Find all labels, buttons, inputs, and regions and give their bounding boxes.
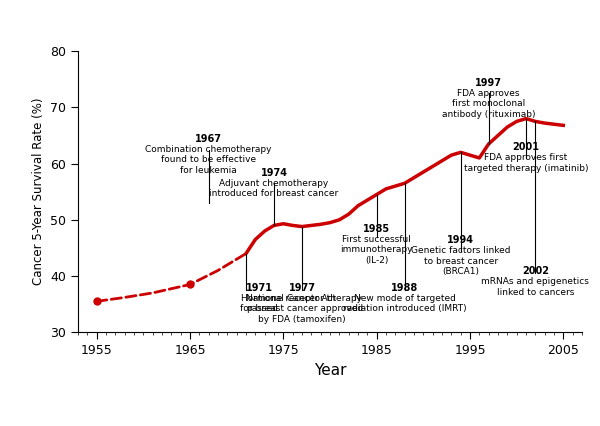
Text: 2002: 2002 <box>522 266 549 276</box>
Text: Genetic factors linked
to breast cancer
(BRCA1): Genetic factors linked to breast cancer … <box>411 246 511 276</box>
Text: 1971: 1971 <box>246 283 273 293</box>
Text: 1997: 1997 <box>475 78 502 88</box>
Text: 1985: 1985 <box>363 224 390 234</box>
Text: 1988: 1988 <box>391 283 418 293</box>
Text: First successful
immunotherapy
(IL-2): First successful immunotherapy (IL-2) <box>340 235 413 265</box>
Text: National Cancer Act
passed: National Cancer Act passed <box>246 294 336 314</box>
Y-axis label: Cancer 5-Year Survival Rate (%): Cancer 5-Year Survival Rate (%) <box>32 98 44 285</box>
Text: Combination chemotherapy
found to be effective
for leukemia: Combination chemotherapy found to be eff… <box>145 145 272 175</box>
Text: 2001: 2001 <box>512 142 539 153</box>
Text: 1974: 1974 <box>260 168 287 178</box>
Text: Hormone receptor therapy
for breast cancer approved
by FDA (tamoxifen): Hormone receptor therapy for breast canc… <box>241 294 364 324</box>
X-axis label: Year: Year <box>314 363 346 377</box>
Text: Adjuvant chemotherapy
introduced for breast cancer: Adjuvant chemotherapy introduced for bre… <box>209 179 338 198</box>
Text: 1967: 1967 <box>195 134 222 144</box>
Text: FDA approves first
targeted therapy (imatinib): FDA approves first targeted therapy (ima… <box>464 153 588 173</box>
Text: New mode of targeted
radiation introduced (IMRT): New mode of targeted radiation introduce… <box>343 294 466 314</box>
Text: 1977: 1977 <box>289 283 316 293</box>
Text: mRNAs and epigenetics
linked to cancers: mRNAs and epigenetics linked to cancers <box>481 277 589 296</box>
Text: 1994: 1994 <box>447 235 474 245</box>
Text: FDA approves
first monoclonal
antibody (rituximab): FDA approves first monoclonal antibody (… <box>442 89 535 118</box>
